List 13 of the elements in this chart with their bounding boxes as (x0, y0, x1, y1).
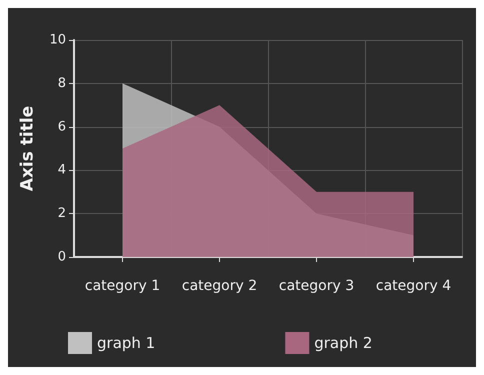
x-tick-label: category 4 (376, 278, 452, 294)
y-tick-label: 10 (49, 32, 66, 48)
x-tick-label: category 3 (278, 278, 354, 294)
legend-label: graph 1 (97, 334, 156, 352)
y-axis-title: Axis title (18, 106, 38, 192)
y-tick-label: 2 (58, 206, 66, 222)
x-tick-label: category 1 (84, 278, 160, 294)
y-tick-label: 0 (58, 250, 66, 264)
legend-label: graph 2 (314, 334, 372, 352)
y-tick-label: 6 (58, 119, 66, 134)
y-tick-label: 8 (58, 76, 66, 91)
x-tick-label: category 2 (182, 278, 258, 294)
y-tick-label: 4 (58, 162, 66, 178)
